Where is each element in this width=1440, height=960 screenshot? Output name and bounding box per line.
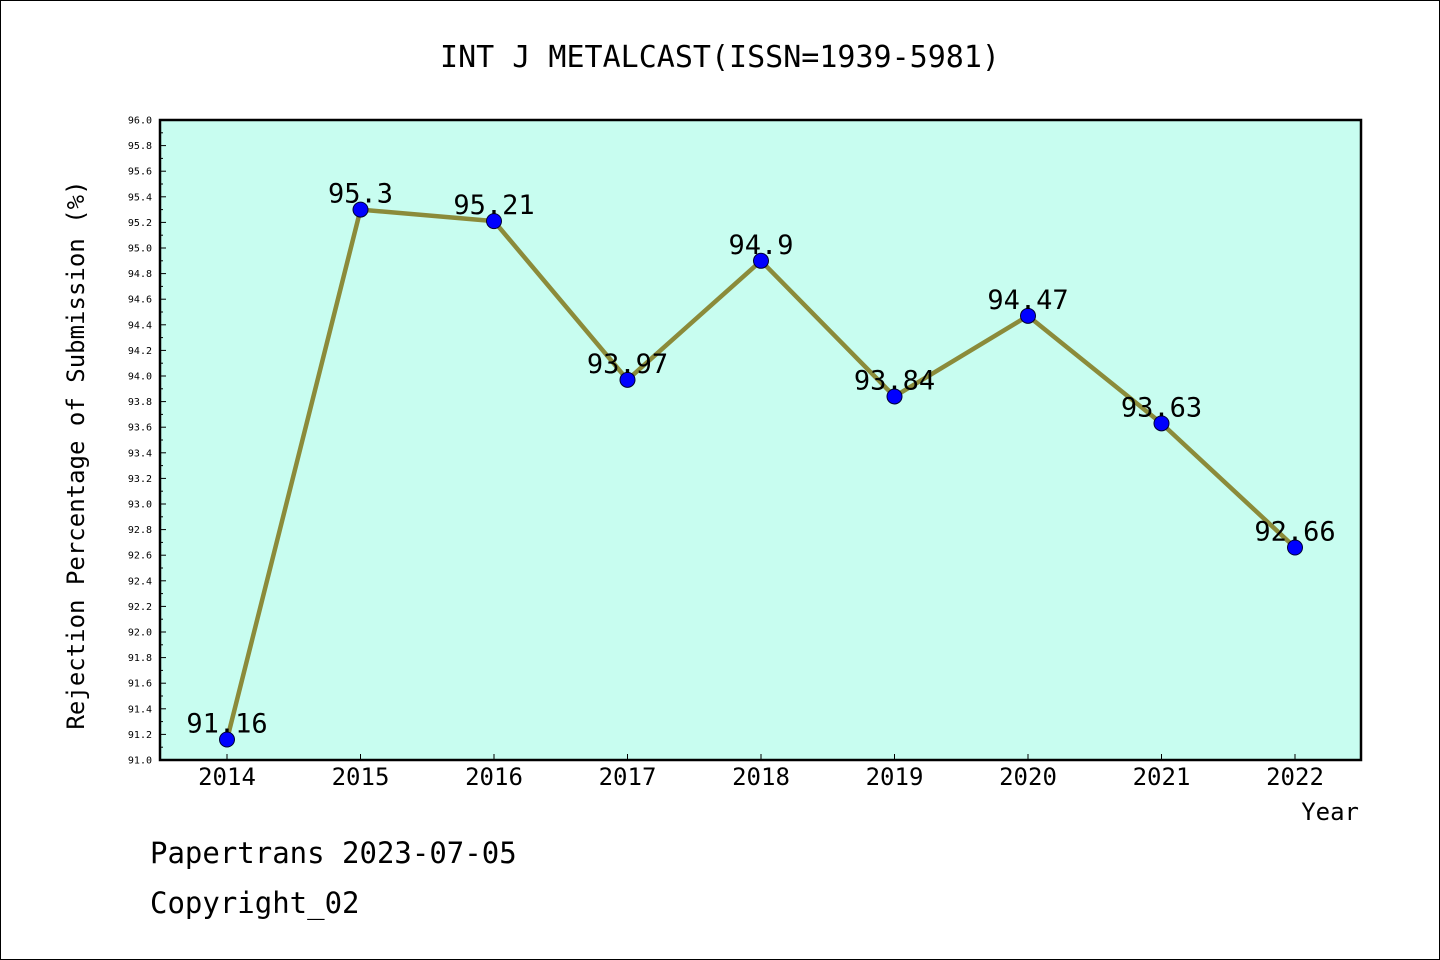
data-point bbox=[1020, 307, 1036, 324]
y-axis-label: Rejection Percentage of Submission (%) bbox=[62, 180, 90, 729]
x-tick-label: 2018 bbox=[732, 763, 790, 791]
plot-area bbox=[158, 118, 1363, 762]
y-tick-label: 94.4 bbox=[128, 320, 152, 331]
y-tick-label: 94.2 bbox=[128, 346, 152, 357]
y-tick-label: 93.0 bbox=[128, 500, 152, 511]
data-point bbox=[1287, 539, 1303, 556]
data-label: 93.97 bbox=[587, 349, 668, 380]
data-point bbox=[352, 201, 369, 218]
x-tick-label: 2015 bbox=[332, 763, 390, 791]
data-label: 91.16 bbox=[186, 709, 267, 740]
y-tick-label: 91.2 bbox=[128, 730, 152, 741]
y-tick-label: 95.4 bbox=[128, 192, 152, 203]
y-tick-label: 91.0 bbox=[128, 756, 152, 767]
y-tick-label: 93.2 bbox=[128, 474, 152, 485]
data-label: 93.84 bbox=[854, 365, 935, 396]
y-tick-label: 95.8 bbox=[128, 141, 152, 152]
y-tick-label: 93.4 bbox=[128, 448, 152, 459]
data-label: 93.63 bbox=[1121, 392, 1202, 423]
y-tick-label: 94.8 bbox=[128, 269, 152, 280]
y-tick-label: 95.0 bbox=[128, 244, 152, 255]
data-label: 95.21 bbox=[453, 190, 534, 221]
y-tick-label: 91.6 bbox=[128, 679, 152, 690]
y-tick-label: 93.8 bbox=[128, 397, 152, 408]
footer-copyright: Copyright_02 bbox=[150, 886, 360, 920]
data-point bbox=[886, 388, 903, 405]
series-line-group bbox=[219, 201, 1303, 748]
y-tick-label: 92.0 bbox=[128, 628, 152, 639]
data-point bbox=[486, 213, 502, 230]
x-tick-label: 2014 bbox=[198, 763, 256, 791]
x-tick-label: 2017 bbox=[599, 763, 657, 791]
x-tick-label: 2020 bbox=[999, 763, 1057, 791]
chart-title: INT J METALCAST(ISSN=1939-5981) bbox=[440, 40, 1000, 75]
x-tick-label: 2016 bbox=[465, 763, 523, 791]
y-axis-ticks: 91.0 91.2 91.4 91.6 91.8 92.0 92.2 92.4 92.6 92.8… bbox=[128, 116, 166, 767]
data-point bbox=[1153, 415, 1170, 432]
data-label: 92.66 bbox=[1254, 517, 1335, 548]
data-labels-group: 91.16 95.3 95.21 93.97 94.9 93.84 94.47 93.63 92… bbox=[186, 179, 1335, 740]
data-label: 94.47 bbox=[987, 285, 1068, 316]
data-point bbox=[619, 371, 636, 388]
y-tick-label: 93.6 bbox=[128, 423, 152, 434]
x-axis-label: Year bbox=[1301, 798, 1359, 826]
y-tick-label: 92.6 bbox=[128, 551, 152, 562]
data-point bbox=[753, 252, 769, 269]
y-tick-label: 91.4 bbox=[128, 704, 152, 715]
y-tick-label: 92.8 bbox=[128, 525, 152, 536]
y-tick-label: 95.2 bbox=[128, 218, 152, 229]
y-tick-label: 91.8 bbox=[128, 653, 152, 664]
y-tick-label: 96.0 bbox=[128, 116, 152, 127]
x-axis-ticks: 2014 2015 2016 2017 2018 2019 2020 2021 2022 bbox=[198, 754, 1324, 791]
footer-source: Papertrans 2023-07-05 bbox=[150, 836, 517, 870]
x-tick-label: 2019 bbox=[866, 763, 924, 791]
data-label: 95.3 bbox=[328, 179, 393, 210]
y-tick-label: 94.6 bbox=[128, 295, 152, 306]
y-tick-label: 92.4 bbox=[128, 576, 152, 587]
x-tick-label: 2021 bbox=[1133, 763, 1191, 791]
y-tick-label: 95.6 bbox=[128, 167, 152, 178]
data-label: 94.9 bbox=[728, 230, 793, 261]
y-tick-label: 94.0 bbox=[128, 372, 152, 383]
data-point bbox=[219, 731, 235, 748]
x-tick-label: 2022 bbox=[1266, 763, 1324, 791]
y-tick-label: 92.2 bbox=[128, 602, 152, 613]
